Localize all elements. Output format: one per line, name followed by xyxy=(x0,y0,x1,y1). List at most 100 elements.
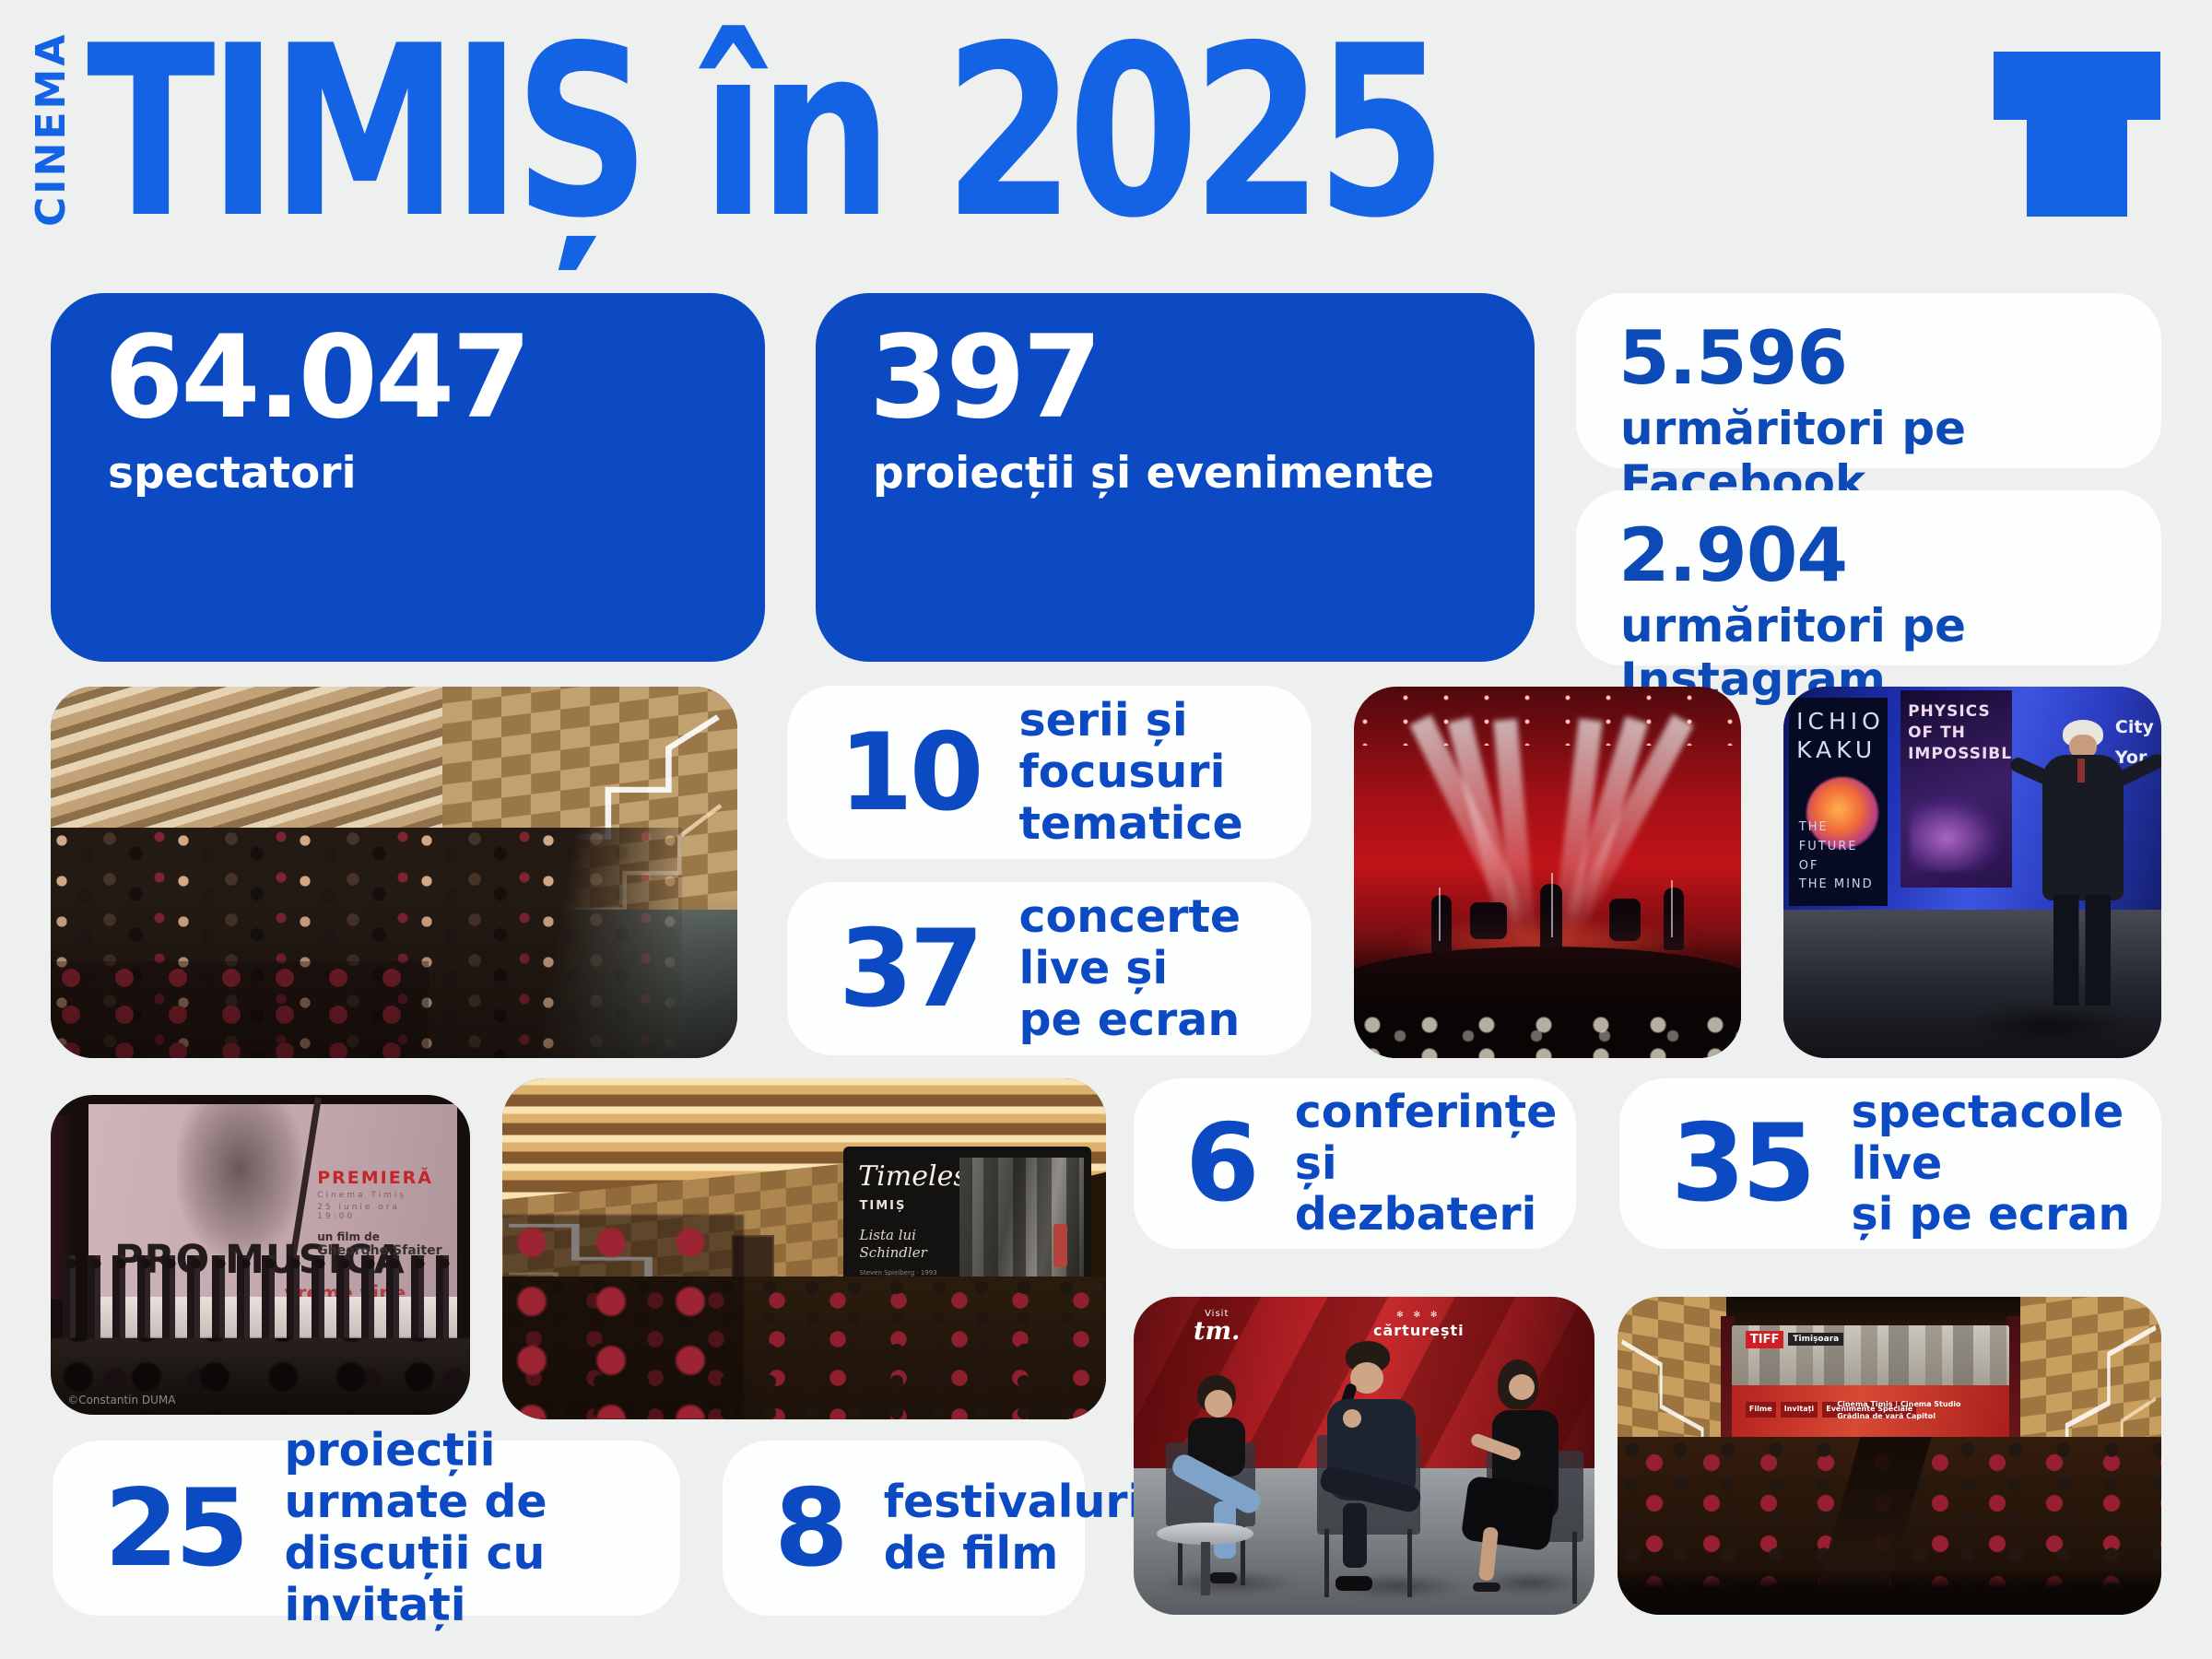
performer-silhouette-lead xyxy=(1539,883,1562,952)
speaker-tie xyxy=(2077,759,2086,783)
stat-label-line1: proiecții urmate de xyxy=(284,1424,547,1529)
speaker-face xyxy=(2069,735,2098,759)
tiff-city-label: Timișoara xyxy=(1788,1333,1844,1347)
photo-credit: ©Constantin DUMA xyxy=(67,1394,176,1407)
panelist-left xyxy=(1157,1375,1277,1590)
stat-card-festivaluri: 8 festivaluri de film xyxy=(723,1441,1143,1616)
premiere-info-block: PREMIERĂ Cinema Timiș 25 iunie ora 19:00… xyxy=(317,1168,442,1258)
photo-audience-hall xyxy=(51,687,737,1058)
film-title: Lista lui Schindler xyxy=(860,1227,927,1263)
front-red-seats xyxy=(502,1215,744,1419)
poster-text: PHYSICS OF TH xyxy=(1908,702,1991,742)
curtain-right xyxy=(2006,1315,2020,1465)
side-table-stem xyxy=(1200,1541,1210,1596)
speaker-legs xyxy=(2053,895,2112,1006)
poster-text: KAKU xyxy=(1796,736,1877,764)
stat-label-line2: tematice xyxy=(1018,796,1243,850)
chair-leg xyxy=(1572,1532,1577,1604)
stat-value: 37 xyxy=(839,906,983,1031)
stat-label-line1: concerte live și xyxy=(1018,890,1241,995)
carturesti-logo-stars: ✻ ✻ ✻ xyxy=(1396,1310,1441,1320)
photo-concert-stage xyxy=(1354,687,1741,1058)
chip: Invitați xyxy=(1780,1402,1818,1418)
cast-lineup-silhouettes xyxy=(59,1254,462,1345)
venues-text: Cinema Timiș | Cinema Studio Grădina de … xyxy=(1837,1398,1960,1423)
photo-science-lecture: ICHIO KAKU THE FUTURE OF THE MIND PHYSIC… xyxy=(1783,687,2161,1058)
panelists-right xyxy=(1456,1354,1594,1608)
photo-panel-discussion: Visit tm. ✻ ✻ ✻ cărturești xyxy=(1134,1297,1594,1615)
panelist-skirt xyxy=(1460,1475,1558,1552)
poster-subtext-line: OF xyxy=(1798,858,1819,873)
stat-label: proiecții urmate de discuții cu invitați xyxy=(284,1425,653,1630)
stat-label: conferințe și dezbateri xyxy=(1294,1085,1558,1241)
film-title-line: Schindler xyxy=(859,1244,927,1262)
audience-heads-silhouettes xyxy=(51,1337,470,1415)
poster-subtext-line: THE FUTURE xyxy=(1798,819,1858,853)
stat-label-line2: dezbateri xyxy=(1294,1188,1537,1241)
mic-stand xyxy=(1439,887,1441,941)
stat-label-line1: serii și focusuri xyxy=(1018,694,1226,799)
chair-leg xyxy=(1241,1526,1245,1585)
poster-subtext: THE FUTURE OF THE MIND xyxy=(1799,818,1888,895)
floor-bokeh-lights xyxy=(1354,1009,1741,1058)
panelist-shoe xyxy=(1335,1575,1372,1591)
stat-label-line1: spectacole live xyxy=(1851,1085,2124,1190)
performer-silhouette xyxy=(1470,901,1507,939)
performer-silhouette xyxy=(1609,898,1641,941)
kpi-card-facebook: 5.596 urmăritori pe Facebook xyxy=(1576,293,2161,509)
speaker-shadow xyxy=(1964,1006,2132,1043)
photo-vignette xyxy=(51,687,737,1058)
panelist-hand xyxy=(1343,1408,1361,1428)
speaker-silhouette xyxy=(2008,720,2161,1047)
festival-chips: Filme Invitați Evenimente Speciale xyxy=(1745,1394,1917,1420)
film-poster-sketch xyxy=(177,1104,303,1258)
book-poster-future-of-the-mind: ICHIO KAKU THE FUTURE OF THE MIND xyxy=(1789,698,1888,906)
mic-stand xyxy=(1551,872,1554,937)
panelist-shoe xyxy=(1209,1572,1238,1584)
poster-subtext-line: THE MIND xyxy=(1798,877,1874,892)
film-still-bw xyxy=(959,1157,1084,1277)
brain-artwork xyxy=(1806,776,1879,849)
performer-silhouette xyxy=(1431,894,1452,954)
stat-label: concerte live și pe ecran xyxy=(1018,891,1284,1046)
series-brand-sub: TIMIȘ xyxy=(859,1198,907,1213)
visit-timis-logo: Visit tm. xyxy=(1194,1308,1241,1346)
visit-logo-top: Visit xyxy=(1205,1308,1230,1319)
stat-card-concerte: 37 concerte live și pe ecran xyxy=(787,882,1312,1055)
stat-label-line1: conferințe și xyxy=(1294,1085,1558,1190)
stat-label-line2: și pe ecran xyxy=(1851,1188,2131,1241)
visit-logo-script: tm. xyxy=(1194,1316,1241,1346)
red-seats-texture xyxy=(51,961,429,1058)
panelist-shin xyxy=(1343,1502,1367,1568)
kpi-label: proiecții și evenimente xyxy=(873,448,1435,499)
stat-value: 8 xyxy=(774,1465,849,1591)
mic-stand xyxy=(1671,879,1674,937)
page-title: TIMIȘ în 2025 xyxy=(87,15,1778,251)
stat-card-conferinte: 6 conferințe și dezbateri xyxy=(1134,1078,1576,1249)
stat-label: spectacole live și pe ecran xyxy=(1851,1085,2134,1241)
red-coat-girl xyxy=(1053,1224,1068,1268)
curtain-edge xyxy=(51,1113,72,1300)
film-title-line: Lista lui xyxy=(859,1226,916,1243)
panelist-center-speaking xyxy=(1304,1341,1433,1602)
panelist-face xyxy=(1205,1390,1232,1418)
stat-label: festivaluri de film xyxy=(884,1477,1144,1580)
stat-card-proiectii-discutii: 25 proiecții urmate de discuții cu invit… xyxy=(53,1425,680,1630)
premiere-datetime: 25 iunie ora 19:00 xyxy=(317,1203,401,1222)
kpi-card-proiectii: 397 proiecții și evenimente xyxy=(816,293,1535,662)
poster-text: ICHIO xyxy=(1796,708,1885,735)
stat-card-spectacole: 35 spectacole live și pe ecran xyxy=(1619,1078,2161,1249)
stat-label-line1: festivaluri xyxy=(883,1476,1144,1529)
director-name: Gheorghe Șfaițer xyxy=(317,1243,442,1259)
chair-leg xyxy=(1178,1526,1183,1585)
stat-value: 35 xyxy=(1671,1101,1816,1226)
t-logo-bar xyxy=(1994,52,2160,120)
kpi-label: urmăritori pe Facebook xyxy=(1620,402,1967,509)
performer-silhouette xyxy=(1664,887,1684,950)
stat-label-line2: pe ecran xyxy=(1018,993,1241,1046)
page-title-text: TIMIȘ în 2025 xyxy=(87,0,1447,270)
panelist-sandal xyxy=(1473,1583,1500,1593)
kpi-value: 5.596 xyxy=(1618,315,1848,401)
kpi-card-spectatori: 64.047 spectatori xyxy=(51,293,765,662)
